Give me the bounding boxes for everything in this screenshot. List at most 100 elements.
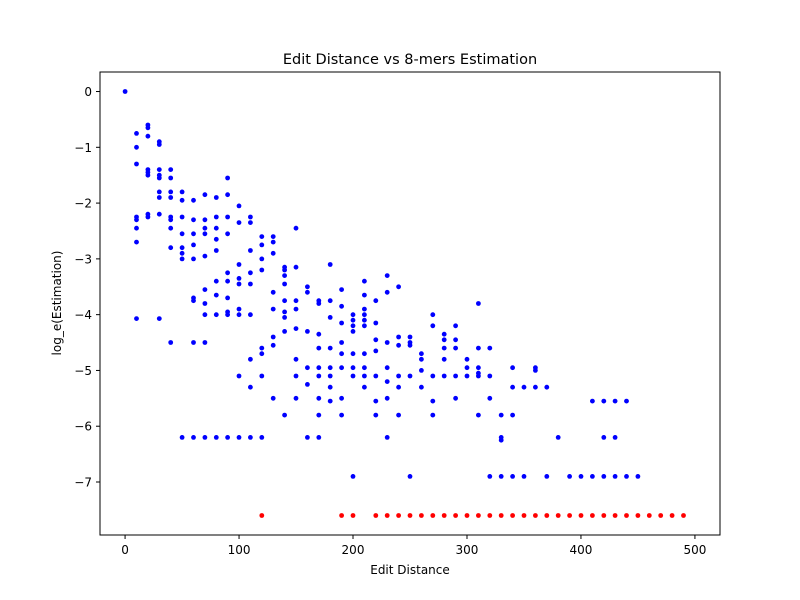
data-point <box>624 474 629 479</box>
data-point <box>350 365 356 371</box>
data-point <box>259 242 265 248</box>
data-point <box>384 340 390 345</box>
y-tick-label: −2 <box>74 197 92 211</box>
data-point <box>202 312 208 318</box>
data-point <box>419 368 424 373</box>
data-point <box>453 513 458 518</box>
data-point <box>453 373 458 379</box>
data-point <box>464 356 470 362</box>
data-point <box>305 284 310 290</box>
data-point <box>601 513 607 518</box>
data-point <box>282 267 287 273</box>
data-point <box>202 217 208 223</box>
data-point <box>191 231 196 237</box>
data-point <box>248 312 253 318</box>
data-point <box>236 262 242 267</box>
data-point <box>362 365 367 371</box>
data-point <box>362 351 367 357</box>
data-point <box>248 214 253 220</box>
data-point <box>259 373 265 379</box>
data-point <box>350 312 356 318</box>
data-point <box>202 192 208 198</box>
data-point <box>293 373 299 379</box>
data-point <box>316 345 322 351</box>
data-point <box>191 435 196 440</box>
data-point <box>373 373 379 379</box>
data-point <box>259 234 265 240</box>
data-point <box>430 373 436 379</box>
data-point <box>487 345 493 351</box>
y-axis-label: log_e(Estimation) <box>50 251 64 356</box>
data-point <box>350 474 356 479</box>
data-point <box>453 395 458 401</box>
data-point <box>225 231 231 237</box>
data-point <box>339 412 344 418</box>
data-point <box>430 323 436 329</box>
data-point <box>476 345 481 351</box>
data-point <box>236 312 242 318</box>
data-point <box>213 312 219 318</box>
data-point <box>362 384 367 390</box>
data-point <box>293 298 299 304</box>
data-point <box>236 281 242 287</box>
x-tick-label: 300 <box>456 543 479 557</box>
data-point <box>259 345 265 351</box>
data-point <box>259 267 265 273</box>
x-tick-label: 100 <box>228 543 251 557</box>
data-point <box>612 474 618 479</box>
data-point <box>191 298 196 304</box>
data-point <box>168 189 174 195</box>
data-point <box>453 323 458 329</box>
data-point <box>327 365 333 371</box>
data-point <box>225 175 231 181</box>
data-point <box>225 192 231 198</box>
data-point <box>373 298 379 304</box>
data-point <box>419 351 424 357</box>
data-point <box>179 189 185 195</box>
data-point <box>282 329 287 334</box>
y-tick-label: −4 <box>74 308 92 322</box>
data-point <box>179 256 185 262</box>
data-point <box>236 306 242 312</box>
data-point <box>384 513 390 518</box>
data-point <box>248 270 253 276</box>
data-point <box>191 340 196 345</box>
data-point <box>191 242 196 248</box>
data-point <box>464 365 470 371</box>
data-point <box>498 437 504 443</box>
data-point <box>327 262 333 267</box>
data-point <box>339 513 344 518</box>
data-point <box>156 142 162 147</box>
data-point <box>213 214 219 220</box>
y-tick-label: −1 <box>74 141 92 155</box>
data-point <box>384 289 390 295</box>
data-point <box>407 342 413 348</box>
data-point <box>533 368 538 373</box>
data-point <box>487 395 493 401</box>
data-point <box>373 513 379 518</box>
data-point <box>236 373 242 379</box>
data-point <box>635 474 641 479</box>
data-point <box>316 331 322 337</box>
data-point <box>339 395 344 401</box>
x-axis-ticks: 0 100 200 300 400 500 <box>121 535 706 557</box>
data-point <box>487 474 493 479</box>
data-point <box>362 312 367 318</box>
data-point <box>179 245 185 251</box>
data-point <box>544 513 550 518</box>
data-point <box>225 278 231 284</box>
data-point <box>407 373 413 379</box>
x-tick-label: 500 <box>683 543 706 557</box>
data-point <box>521 384 527 390</box>
data-point <box>510 365 515 371</box>
data-point <box>270 395 276 401</box>
data-point <box>145 172 151 178</box>
data-point <box>168 225 174 231</box>
data-point <box>498 474 504 479</box>
data-point <box>213 195 219 200</box>
data-point <box>453 337 458 343</box>
data-point <box>339 287 344 292</box>
data-point <box>350 329 356 334</box>
data-point <box>339 320 344 326</box>
data-point <box>362 323 367 329</box>
